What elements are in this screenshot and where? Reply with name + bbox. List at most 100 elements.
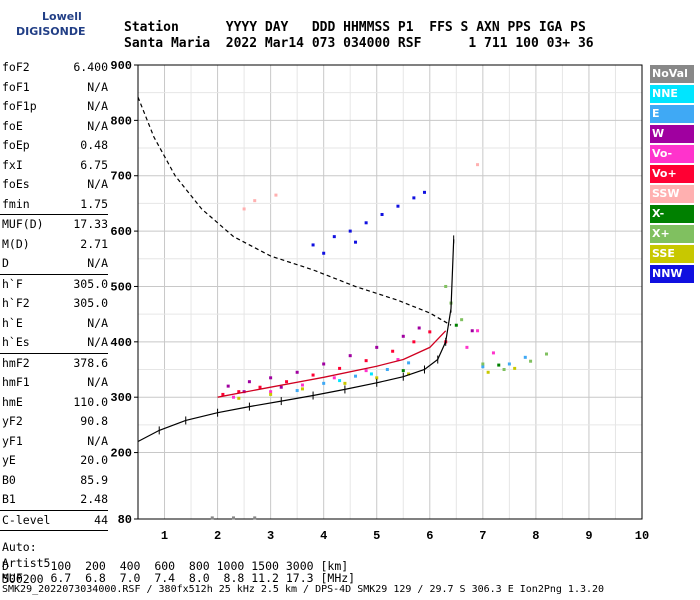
logo-digisonde: DIGISONDE [16, 25, 86, 38]
echo-point-w [269, 376, 273, 380]
echo-point-x+ [545, 352, 549, 356]
param-value: N/A [87, 177, 108, 191]
echo-point-noval [210, 516, 214, 520]
param-separator [0, 530, 108, 531]
auto-scaling-line: Auto: [2, 540, 37, 554]
y-tick-label: 600 [110, 225, 132, 239]
echo-point-sse [269, 392, 273, 396]
echo-point-sse [375, 376, 379, 380]
echo-point-vo+ [311, 373, 315, 377]
echo-point-vo- [332, 376, 336, 380]
x-tick-label: 9 [585, 529, 592, 543]
param-separator [0, 352, 108, 354]
param-label: yE [2, 453, 16, 467]
param-value: 2.71 [80, 236, 108, 251]
echo-point-vo- [465, 345, 469, 349]
param-row: B0 85.9 [0, 471, 112, 491]
param-value: 90.8 [80, 414, 108, 428]
echo-point-sse [407, 372, 411, 376]
echo-point-vo- [364, 369, 368, 373]
muf-dashed-curve [137, 96, 452, 326]
logo-lowell: Lowell [42, 10, 82, 23]
param-row: hmF2 378.6 [0, 354, 112, 374]
param-row: foF1 N/A [0, 78, 112, 98]
echo-point-vo+ [258, 385, 262, 389]
echo-point-sse [343, 381, 347, 385]
echo-point-e [295, 389, 299, 393]
param-value: 0.48 [80, 138, 108, 152]
param-value: N/A [87, 256, 108, 270]
param-row: yF1 N/A [0, 432, 112, 452]
echo-point-e [507, 362, 511, 366]
echo-point-nnw [311, 243, 315, 247]
param-value: 85.9 [80, 472, 108, 487]
legend-item: NNE [650, 85, 694, 103]
x-tick-label: 3 [267, 529, 274, 543]
y-tick-label: 80 [118, 513, 132, 527]
echo-point-x+ [460, 318, 464, 322]
param-row: foE N/A [0, 117, 112, 137]
param-label: foEs [2, 177, 30, 191]
param-value: N/A [87, 315, 108, 330]
param-label: C-level [2, 512, 51, 527]
param-row: foF1p N/A [0, 97, 112, 117]
echo-point-vo- [476, 329, 480, 333]
footer-muf-row: MUF 6.7 6.8 7.0 7.4 8.0 8.8 11.2 17.3 [M… [2, 571, 356, 585]
param-label: yF1 [2, 433, 23, 448]
echo-point-ssw [274, 193, 278, 197]
legend-item: X- [650, 205, 694, 223]
profile-curves [137, 96, 455, 446]
echo-point-x- [454, 323, 458, 327]
footer-distance-row: D 100 200 400 600 800 1000 1500 3000 [km… [2, 559, 349, 573]
param-label: MUF(D) [2, 217, 44, 231]
param-separator [0, 509, 108, 511]
echo-point-w [375, 345, 379, 349]
y-tick-label: 900 [110, 59, 132, 73]
param-label: hmF2 [2, 355, 30, 370]
x-tick-label: 2 [214, 529, 221, 543]
echo-point-sse [486, 370, 490, 374]
x-tick-label: 10 [635, 529, 649, 543]
param-label: B0 [2, 472, 16, 487]
x-tick-label: 5 [373, 529, 380, 543]
echo-point-sse [300, 387, 304, 391]
echo-point-vo+ [285, 380, 289, 384]
echo-point-x+ [481, 362, 485, 366]
echo-point-vo+ [364, 359, 368, 363]
echo-point-nnw [322, 251, 326, 255]
echo-point-vo+ [221, 392, 225, 396]
param-row: D N/A [0, 254, 112, 274]
chart-grid [138, 64, 643, 520]
param-label: hmF1 [2, 375, 30, 389]
param-label: fmin [2, 196, 30, 211]
echo-point-w [279, 385, 283, 389]
echo-point-e [523, 355, 527, 359]
y-tick-label: 700 [110, 170, 132, 184]
echo-point-sse [237, 396, 241, 400]
param-value: 20.0 [80, 453, 108, 467]
auto-scaling-line: 500200 [2, 572, 44, 586]
y-tick-label: 400 [110, 336, 132, 350]
param-row: hmF1 N/A [0, 373, 112, 393]
param-label: h`Es [2, 335, 30, 349]
echo-point-e [322, 381, 326, 385]
y-tick-label: 300 [110, 391, 132, 405]
param-row: MUF(D) 17.33 [0, 215, 112, 235]
echo-point-vo+ [428, 330, 432, 334]
param-label: foE [2, 118, 23, 133]
echo-point-w [470, 329, 474, 333]
param-value: N/A [87, 99, 108, 113]
echo-point-noval [253, 516, 257, 520]
param-row: fmin 1.75 [0, 195, 112, 215]
echo-point-ssw [242, 207, 246, 211]
parameter-panel: foF2 6.400 foF1 N/A foF1p N/A foE N/A foEp 0.48 fx… [0, 58, 112, 587]
station-header: Station YYYY DAY DDD HHMMSS P1 FFS S AXN… [124, 20, 594, 52]
param-value: 1.75 [80, 196, 108, 211]
param-label: foF2 [2, 60, 30, 74]
y-tick-label: 800 [110, 114, 132, 128]
param-row: C-level 44 [0, 511, 112, 531]
param-value: 17.33 [73, 217, 108, 231]
echo-point-w [295, 370, 299, 374]
footer-file-strip: SMK29_2022073034000.RSF / 380fx512h 25 k… [2, 584, 605, 595]
echo-point-vo+ [412, 340, 416, 344]
